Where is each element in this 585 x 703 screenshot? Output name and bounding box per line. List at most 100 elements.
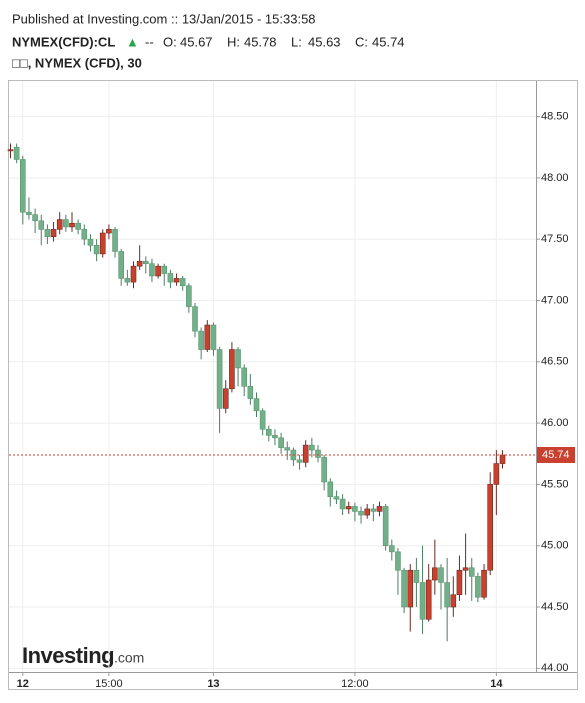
candle-body — [259, 410, 266, 430]
candle-body — [401, 569, 407, 608]
candle-body — [395, 551, 401, 571]
candle-body — [63, 219, 69, 228]
y-tick-label: 48.50 — [541, 110, 569, 122]
published: Published at Investing.com :: 13/Jan/201… — [12, 11, 316, 26]
candle-body — [222, 388, 229, 409]
candle-body — [179, 278, 186, 287]
ohlc-value: 45.67 — [180, 34, 213, 49]
y-tick-label: 45.50 — [541, 478, 569, 490]
candle-body — [345, 506, 352, 510]
logo-domain: .com — [114, 650, 144, 666]
candle-body — [333, 496, 340, 500]
symbol: NYMEX(CFD):CL — [12, 34, 115, 49]
ohlc-value: 45.63 — [308, 34, 341, 49]
y-tick-label: 46.50 — [541, 356, 569, 368]
y-tick-label: 48.00 — [541, 172, 569, 184]
candle-body — [284, 447, 291, 451]
candle-body — [56, 219, 63, 230]
y-tick-label: 45.00 — [541, 540, 569, 552]
candle-body — [50, 229, 57, 238]
candle-body — [438, 567, 444, 583]
ohlc-value: 45.74 — [372, 34, 405, 49]
candle-body — [364, 508, 371, 516]
candle-body — [118, 251, 124, 279]
candle-body — [130, 265, 137, 283]
candle-body — [468, 567, 475, 577]
candle-body — [99, 232, 106, 255]
candle-body — [278, 437, 284, 448]
candle-body — [499, 454, 506, 464]
y-tick-label: 46.00 — [541, 417, 569, 429]
y-tick-label: 47.50 — [541, 233, 569, 245]
candle-body — [302, 444, 309, 463]
candle-body — [192, 306, 198, 332]
candle-body — [253, 398, 260, 412]
x-tick-label: 12 — [17, 678, 29, 690]
last-price-box — [537, 446, 575, 463]
candle-body — [432, 567, 438, 581]
candle-body — [481, 569, 487, 598]
candle-body — [161, 265, 168, 274]
change: -- — [145, 34, 154, 49]
candle-body — [75, 222, 81, 230]
candle-body — [376, 506, 383, 512]
candle-body — [235, 349, 241, 369]
candle-body — [241, 367, 247, 387]
candle-body — [358, 511, 364, 516]
x-tick-label: 14 — [490, 678, 503, 690]
candle-body — [216, 349, 223, 409]
candle-body — [143, 260, 149, 264]
candle-body — [32, 214, 38, 222]
candle-body — [456, 569, 463, 596]
candle-body — [272, 435, 278, 439]
candle-body — [407, 569, 414, 608]
candle-body — [450, 594, 457, 608]
candle-body — [44, 229, 51, 238]
ohlc-label: O: — [163, 34, 177, 49]
candle-body — [19, 159, 26, 213]
candle-body — [309, 444, 315, 451]
candle-body — [327, 481, 334, 497]
candle-body — [265, 428, 272, 436]
candle-body — [93, 245, 100, 255]
candle-body — [339, 498, 346, 510]
candle-body — [26, 211, 32, 215]
x-tick-label: 12:00 — [341, 678, 369, 690]
candle-body — [370, 508, 377, 512]
x-tick-label: 13 — [207, 678, 219, 690]
y-tick-label: 44.50 — [541, 601, 569, 613]
legend: □□, NYMEX (CFD), 30 — [12, 55, 142, 70]
y-tick-label: 47.00 — [541, 294, 569, 306]
candle-body — [186, 285, 192, 307]
ohlc-label: L: — [291, 34, 302, 49]
candle-body — [487, 484, 494, 571]
candle-body — [413, 569, 420, 583]
candle-body — [425, 579, 432, 620]
candle-body — [475, 576, 481, 598]
candle-body — [81, 229, 88, 240]
candle-body — [124, 278, 131, 283]
candle-body — [204, 324, 211, 350]
candle-body — [155, 265, 161, 277]
candle-body — [7, 149, 14, 152]
candle-body — [462, 567, 469, 571]
candle-body — [13, 146, 20, 160]
candle-body — [247, 386, 254, 399]
candle-body — [173, 278, 180, 283]
candle-body — [198, 330, 204, 350]
frame — [8, 80, 578, 690]
candle-body — [149, 263, 155, 277]
candle-body — [87, 238, 94, 246]
ohlc-label: H: — [227, 34, 240, 49]
x-tick-label: 15:00 — [95, 678, 123, 690]
candle-body — [38, 220, 45, 230]
candle-body — [388, 545, 395, 553]
candle-body — [167, 273, 174, 283]
candle-body — [444, 582, 450, 608]
candle-body — [352, 506, 358, 512]
last-price-label: 45.74 — [542, 449, 570, 461]
candle-body — [321, 457, 327, 483]
candle-body — [493, 463, 500, 485]
candle-body — [382, 506, 389, 547]
